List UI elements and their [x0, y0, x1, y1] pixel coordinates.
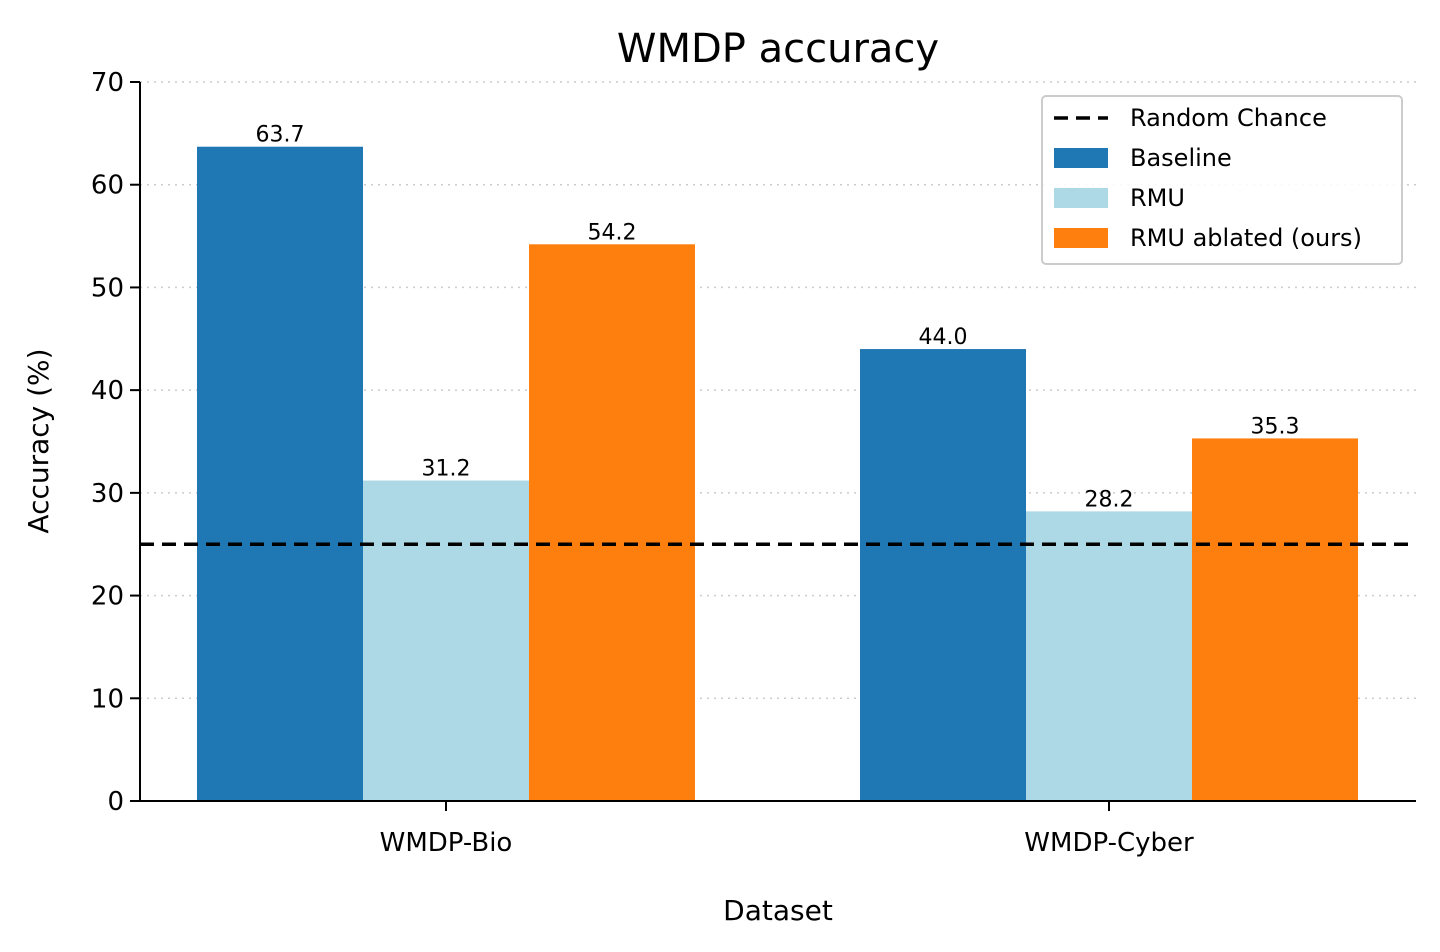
bar-label-wmdp-cyber-baseline: 44.0 — [919, 325, 968, 350]
bar-wmdp-bio-rmu — [363, 480, 529, 801]
bar-value-labels: 63.7 31.2 54.2 44.0 28.2 35.3 — [256, 123, 1300, 513]
bar-label-wmdp-bio-rmu-ablated-ours: 54.2 — [588, 220, 637, 245]
bar-wmdp-cyber-baseline — [860, 349, 1026, 801]
y-tick-label-40: 40 — [91, 376, 124, 406]
x-axis-label: Dataset — [723, 894, 833, 927]
legend-series: Baseline RMU RMU ablated (ours) — [1054, 144, 1362, 252]
bar-label-wmdp-bio-rmu: 31.2 — [422, 457, 471, 482]
legend-swatch-rmu — [1054, 188, 1108, 208]
bars — [197, 146, 1358, 801]
bar-wmdp-bio-rmu-ablated-ours — [529, 244, 695, 801]
y-tick-label-70: 70 — [91, 68, 124, 98]
y-tick-label-10: 10 — [91, 684, 124, 714]
y-tick-label-50: 50 — [91, 273, 124, 303]
bar-label-wmdp-cyber-rmu: 28.2 — [1085, 487, 1134, 512]
chart-title: WMDP accuracy — [617, 26, 939, 72]
bar-wmdp-bio-baseline — [197, 146, 363, 801]
bar-wmdp-cyber-rmu — [1026, 511, 1192, 801]
bar-wmdp-cyber-rmu-ablated-ours — [1192, 438, 1358, 801]
axes — [139, 82, 1416, 802]
y-axis-label: Accuracy (%) — [22, 348, 55, 533]
legend-swatch-rmu-ablated-ours — [1054, 228, 1108, 248]
bar-label-wmdp-cyber-rmu-ablated-ours: 35.3 — [1251, 414, 1300, 439]
legend-label-rmu-ablated-ours: RMU ablated (ours) — [1130, 224, 1362, 252]
legend-random-chance-label: Random Chance — [1130, 104, 1327, 132]
y-tick-label-60: 60 — [91, 171, 124, 201]
legend-swatch-baseline — [1054, 148, 1108, 168]
y-tick-label-20: 20 — [91, 582, 124, 612]
y-ticks: 0 10 20 30 40 50 60 70 — [91, 68, 140, 817]
x-tick-label-wmdp-bio: WMDP-Bio — [380, 828, 513, 858]
x-ticks: WMDP-Bio WMDP-Cyber — [380, 801, 1194, 858]
legend-frame — [1041, 95, 1403, 265]
legend: Random Chance Baseline RMU RMU ablated (ou… — [1041, 95, 1403, 265]
y-tick-label-0: 0 — [107, 787, 124, 817]
grid-lines — [140, 81, 1416, 700]
bar-label-wmdp-bio-baseline: 63.7 — [256, 123, 305, 148]
x-tick-label-wmdp-cyber: WMDP-Cyber — [1024, 828, 1194, 858]
y-tick-label-30: 30 — [91, 479, 124, 509]
legend-label-rmu: RMU — [1130, 184, 1185, 212]
legend-label-baseline: Baseline — [1130, 144, 1232, 172]
